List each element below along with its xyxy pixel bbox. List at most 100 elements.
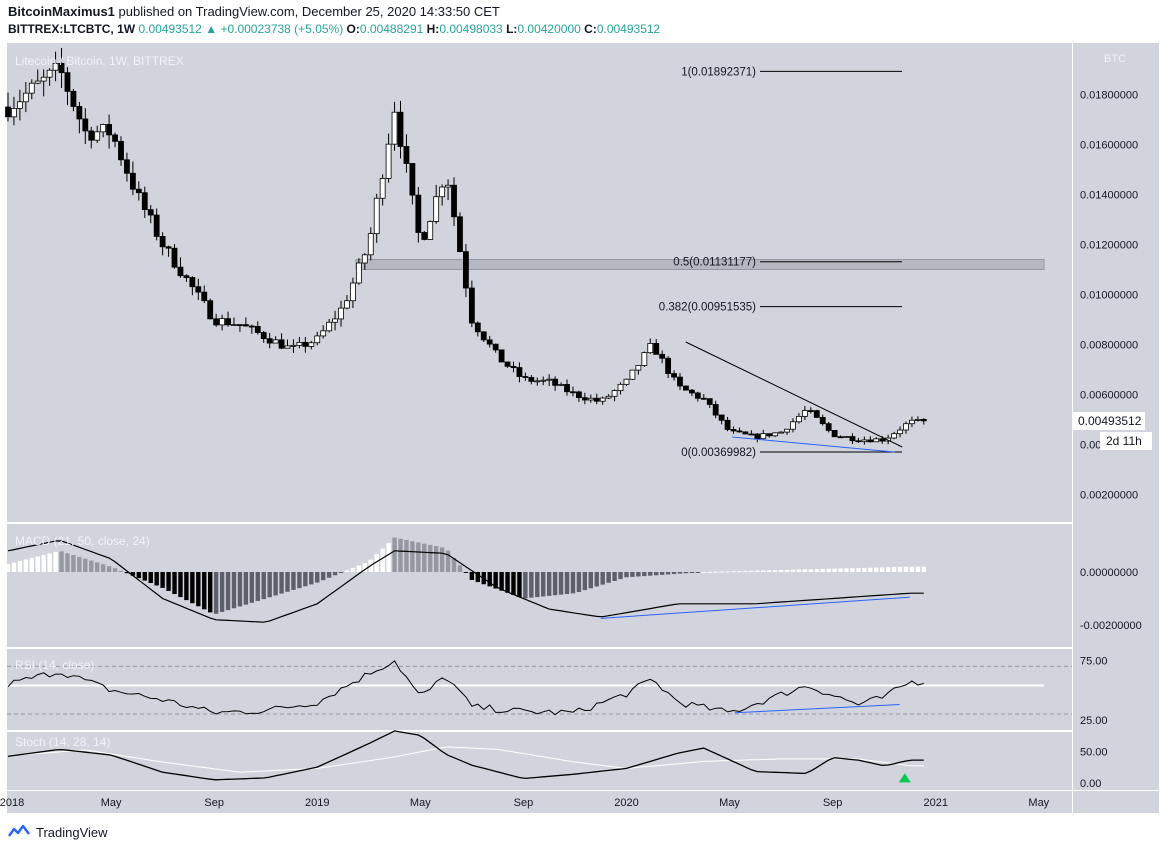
- macd-histogram-bar: [142, 572, 147, 581]
- stoch-d-line: [7, 746, 924, 773]
- stoch-tick-label: 50.00: [1080, 746, 1108, 758]
- candle-down: [570, 391, 576, 394]
- tradingview-logo[interactable]: TradingView: [8, 824, 108, 840]
- stoch-tick-label: 0.00: [1080, 778, 1101, 790]
- candle-up: [796, 415, 802, 423]
- macd-histogram-bar: [868, 567, 873, 572]
- macd-histogram-bar: [422, 543, 427, 572]
- macd-histogram-bar: [297, 572, 302, 589]
- candle-up: [611, 390, 618, 397]
- candle-down: [463, 251, 469, 289]
- candle-down: [254, 326, 261, 333]
- candle-down: [76, 106, 83, 120]
- candle-up: [897, 429, 903, 435]
- rsi-support-line: [734, 703, 900, 714]
- price-tick-label: 0.00600000: [1080, 390, 1138, 402]
- time-tick-label: 2021: [923, 797, 947, 809]
- candle-up: [885, 437, 892, 442]
- candle-down: [88, 130, 95, 141]
- rsi-pane[interactable]: [7, 649, 1072, 730]
- macd-histogram-bar: [463, 572, 469, 573]
- macd-histogram-bar: [457, 565, 463, 572]
- candle-down: [260, 332, 267, 340]
- candle-down: [177, 266, 184, 277]
- macd-histogram-bar: [677, 572, 683, 574]
- candle-up: [790, 421, 796, 430]
- candle-up: [100, 124, 107, 133]
- candle-up: [28, 82, 35, 94]
- macd-histogram-bar: [862, 567, 867, 572]
- candle-down: [581, 397, 588, 401]
- price-tick-label: 0.01200000: [1080, 240, 1138, 252]
- candle-up: [231, 324, 237, 327]
- candle-down: [468, 287, 475, 324]
- candle-down: [409, 163, 416, 196]
- macd-histogram-bar: [59, 551, 64, 572]
- candle-down: [498, 349, 505, 363]
- macd-histogram-bar: [207, 572, 213, 613]
- macd-histogram-bar: [100, 564, 106, 572]
- close-label: C:: [584, 22, 597, 36]
- macd-histogram-bar: [338, 572, 344, 573]
- macd-histogram-bar: [594, 572, 599, 587]
- macd-histogram-bar: [844, 568, 849, 572]
- macd-histogram-bar: [332, 572, 338, 576]
- candle-up: [605, 395, 612, 399]
- time-axis[interactable]: [7, 791, 1159, 813]
- candle-up: [558, 384, 564, 386]
- author-name[interactable]: BitcoinMaximus1: [8, 4, 115, 19]
- macd-histogram-bar: [856, 568, 861, 572]
- stoch-pane[interactable]: [7, 732, 1072, 790]
- rsi-line: [7, 660, 924, 716]
- macd-histogram-bar: [148, 572, 153, 584]
- macd-histogram-bar: [523, 572, 528, 599]
- candle-up: [355, 262, 362, 284]
- macd-histogram-bar: [683, 572, 689, 574]
- macd-histogram-bar: [23, 559, 29, 572]
- candle-up: [433, 196, 440, 222]
- rsi-tick-label: 25.00: [1080, 715, 1108, 727]
- macd-histogram-bar: [784, 569, 790, 572]
- macd-histogram-bar: [469, 572, 475, 580]
- macd-histogram-bar: [737, 571, 742, 573]
- macd-histogram-bar: [499, 572, 504, 591]
- candle-down: [153, 214, 160, 237]
- macd-histogram-bar: [249, 572, 255, 603]
- candle-down: [5, 106, 11, 118]
- candle-up: [379, 178, 386, 199]
- candle-down: [754, 433, 761, 440]
- candle-down: [403, 146, 410, 164]
- macd-histogram-bar: [719, 571, 724, 573]
- candle-down: [593, 397, 600, 402]
- macd-histogram-bar: [707, 571, 712, 573]
- macd-histogram-bar: [725, 571, 730, 573]
- candle-down: [397, 111, 404, 147]
- candle-down: [64, 72, 71, 92]
- candle-up: [647, 343, 654, 354]
- macd-histogram-bar: [588, 572, 593, 589]
- time-tick-label: 2018: [0, 797, 24, 809]
- candle-up: [367, 233, 374, 256]
- candle-up: [843, 436, 850, 438]
- chart-canvas[interactable]: 1(0.01892371) 0.5(0.01131177) 0.382(0.0095…: [0, 0, 1165, 815]
- candle-down: [504, 361, 511, 367]
- candle-up: [599, 397, 606, 402]
- candle-down: [195, 286, 202, 293]
- candle-down: [201, 291, 208, 302]
- candle-down: [665, 357, 672, 374]
- price-tick-label: 0.01600000: [1080, 140, 1138, 152]
- candle-down: [653, 343, 660, 355]
- candle-down: [112, 134, 118, 142]
- candle-down: [451, 184, 457, 218]
- price-pane[interactable]: [7, 43, 1072, 522]
- candle-down: [825, 423, 832, 431]
- support-trend-line: [732, 436, 895, 453]
- macd-histogram-bar: [731, 571, 736, 573]
- macd-histogram-bar: [546, 572, 552, 596]
- candle-up: [391, 111, 398, 145]
- candle-down: [237, 324, 243, 327]
- macd-histogram-bar: [392, 537, 397, 572]
- macd-histogram-bar: [202, 572, 207, 610]
- candle-down: [688, 389, 695, 394]
- candle-up: [296, 341, 303, 346]
